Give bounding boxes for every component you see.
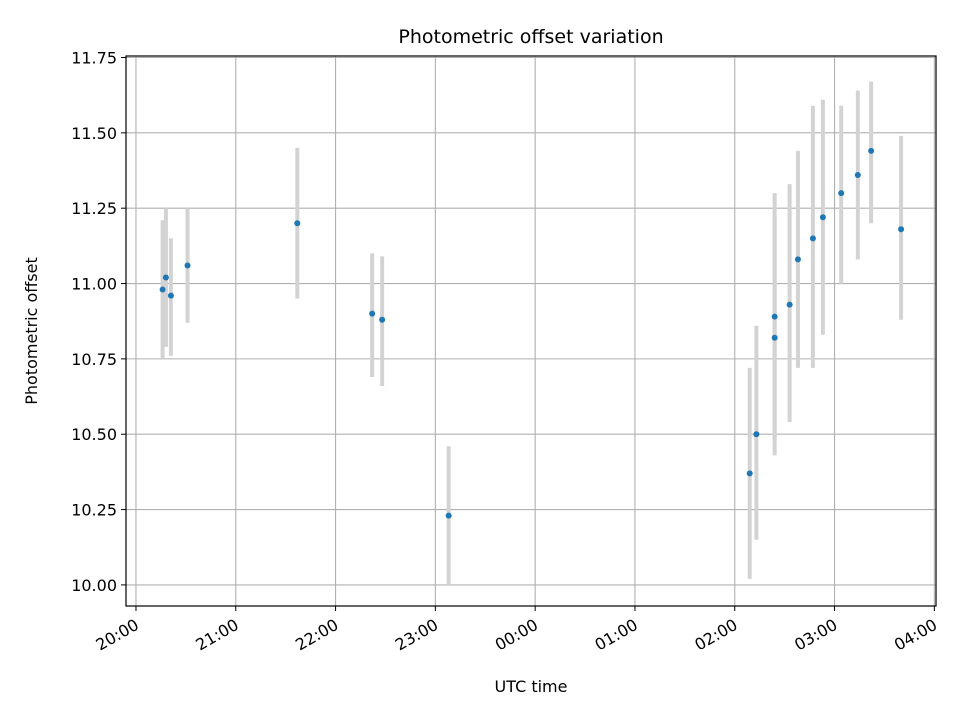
data-point xyxy=(771,313,778,320)
data-point xyxy=(809,235,816,242)
data-point xyxy=(184,262,191,269)
y-tick-label: 11.00 xyxy=(71,275,117,294)
plot-frame xyxy=(125,55,937,607)
data-point xyxy=(794,256,801,263)
data-point xyxy=(771,334,778,341)
data-points xyxy=(159,147,905,519)
data-point xyxy=(369,310,376,317)
data-point xyxy=(753,431,760,438)
y-tick-label: 10.75 xyxy=(71,350,117,369)
y-tick-label: 10.25 xyxy=(71,501,117,520)
y-axis-label: Photometric offset xyxy=(22,257,41,405)
y-tick-label: 10.50 xyxy=(71,425,117,444)
data-point xyxy=(294,220,301,227)
grid xyxy=(126,56,936,606)
data-point xyxy=(854,172,861,179)
data-point xyxy=(162,274,169,281)
data-point xyxy=(786,301,793,308)
data-point xyxy=(159,286,166,293)
y-tick-label: 10.00 xyxy=(71,576,117,595)
x-axis-label: UTC time xyxy=(495,677,568,696)
chart-title: Photometric offset variation xyxy=(398,26,663,48)
data-point xyxy=(746,470,753,477)
y-tick-label: 11.25 xyxy=(71,199,117,218)
data-point xyxy=(167,292,174,299)
y-tick-label: 11.75 xyxy=(71,49,117,68)
data-point xyxy=(838,190,845,197)
data-point xyxy=(379,316,386,323)
data-point xyxy=(819,214,826,221)
data-point xyxy=(445,512,452,519)
data-point xyxy=(868,147,875,154)
data-point xyxy=(898,226,905,233)
y-axis-ticks: 10.00 10.25 10.50 10.75 11.00 11.25 11.50 11.75 xyxy=(71,49,126,595)
y-tick-label: 11.50 xyxy=(71,124,117,143)
